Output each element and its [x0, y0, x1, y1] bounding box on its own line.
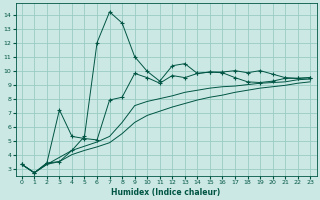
X-axis label: Humidex (Indice chaleur): Humidex (Indice chaleur) [111, 188, 221, 197]
